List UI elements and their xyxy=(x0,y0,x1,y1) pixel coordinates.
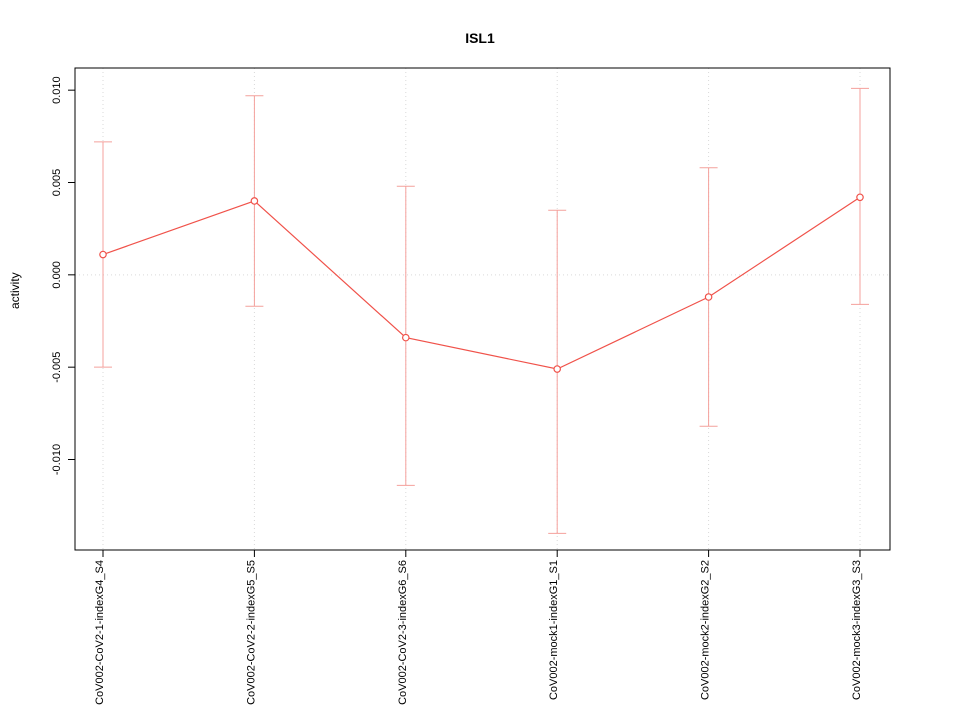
data-point xyxy=(401,333,410,342)
data-point xyxy=(250,197,259,205)
data-point xyxy=(99,250,107,259)
y-tick-label: 0.010 xyxy=(51,76,63,104)
data-point xyxy=(856,193,864,202)
x-tick-label: CoV002-mock1-indexG1_S1 xyxy=(548,560,560,700)
y-tick-label: 0.005 xyxy=(51,169,63,197)
x-tick-label: CoV002-CoV2-1-indexG4_S4 xyxy=(94,560,106,705)
y-tick-label: 0.000 xyxy=(51,261,63,289)
data-point xyxy=(704,293,713,301)
y-tick-label: -0.010 xyxy=(51,444,63,475)
x-tick-label: CoV002-CoV2-2-indexG5_S5 xyxy=(245,560,257,705)
x-tick-label: CoV002-mock2-indexG2_S2 xyxy=(700,560,712,700)
data-point xyxy=(553,365,562,373)
chart-title: ISL1 xyxy=(465,30,495,46)
x-tick-label: CoV002-mock3-indexG3_S3 xyxy=(851,560,863,700)
y-tick-label: -0.005 xyxy=(51,352,63,383)
x-tick-label: CoV002-CoV2-3-indexG6_S6 xyxy=(397,560,409,705)
plot-border xyxy=(74,67,891,551)
series-line xyxy=(102,196,861,370)
